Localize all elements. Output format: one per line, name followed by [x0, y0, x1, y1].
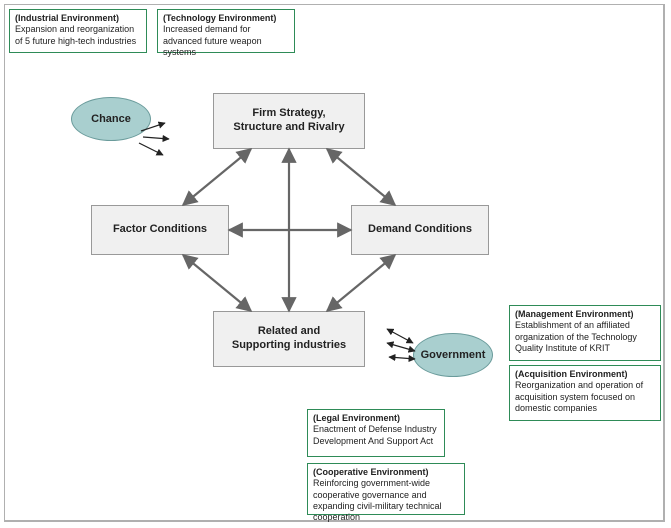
node-label: Factor Conditions [113, 223, 207, 237]
ellipse-label: Chance [91, 113, 131, 125]
node-demand-conditions: Demand Conditions [351, 205, 489, 255]
note-management: (Management Environment)Establishment of… [509, 305, 661, 361]
diagram-canvas: Firm Strategy,Structure and Rivalry Fact… [4, 4, 665, 522]
note-cooperative: (Cooperative Environment)Reinforcing gov… [307, 463, 465, 515]
ellipse-label: Government [421, 349, 486, 361]
note-technology: (Technology Environment)Increased demand… [157, 9, 295, 53]
ellipse-chance: Chance [71, 97, 151, 141]
node-firm-strategy: Firm Strategy,Structure and Rivalry [213, 93, 365, 149]
note-industrial: (Industrial Environment)Expansion and re… [9, 9, 147, 53]
node-label: Related andSupporting industries [232, 325, 346, 353]
node-label: Demand Conditions [368, 223, 472, 237]
node-factor-conditions: Factor Conditions [91, 205, 229, 255]
note-acquisition: (Acquisition Environment)Reorganization … [509, 365, 661, 421]
node-label: Firm Strategy,Structure and Rivalry [233, 107, 344, 135]
ellipse-government: Government [413, 333, 493, 377]
note-legal: (Legal Environment)Enactment of Defense … [307, 409, 445, 457]
node-related-industries: Related andSupporting industries [213, 311, 365, 367]
